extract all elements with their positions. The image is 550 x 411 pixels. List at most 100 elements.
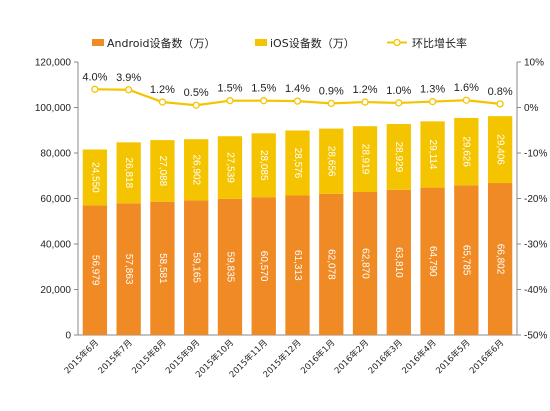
bar-label-android: 56,979 — [89, 255, 100, 286]
bar-ios — [184, 139, 209, 201]
bar-ios — [454, 117, 479, 186]
y2-tick-label: 0% — [524, 103, 539, 114]
x-tick-label: 2016年6月 — [467, 337, 506, 376]
y-tick-label: 20,000 — [40, 285, 71, 296]
bar-android — [184, 200, 209, 335]
x-tick-label: 2015年8月 — [130, 337, 169, 376]
bar-android — [82, 205, 108, 335]
bar-android — [319, 193, 344, 335]
bar-android — [116, 203, 141, 335]
bar-label-ios: 29,406 — [494, 134, 505, 165]
growth-label: 1.5% — [217, 83, 242, 95]
bar-android — [386, 189, 411, 335]
growth-point — [91, 85, 99, 93]
bar-ios — [487, 116, 513, 184]
x-tick-label: 2015年6月 — [62, 337, 101, 376]
growth-label: 1.2% — [150, 84, 175, 96]
growth-point — [462, 96, 470, 104]
y2-tick-label: -50% — [524, 331, 547, 342]
bar-ios — [352, 126, 378, 192]
bar-label-ios: 28,085 — [258, 150, 269, 181]
bar-label-android: 63,810 — [393, 247, 404, 278]
y2-tick-label: -20% — [524, 194, 547, 205]
x-tick-label: 2015年7月 — [96, 337, 135, 376]
growth-point — [496, 100, 504, 108]
bar-android — [352, 191, 378, 335]
bar-label-android: 64,790 — [427, 246, 438, 277]
growth-point — [260, 97, 268, 105]
growth-label: 1.2% — [352, 84, 377, 96]
bar-ios — [319, 128, 344, 194]
bar-label-android: 65,785 — [461, 245, 472, 276]
growth-point — [361, 98, 369, 106]
x-tick-label: 2016年2月 — [332, 337, 371, 376]
bar-ios — [116, 142, 141, 204]
bar-android — [420, 187, 445, 335]
bars — [82, 116, 513, 335]
bar-android — [217, 198, 243, 335]
growth-label: 4.0% — [82, 71, 107, 83]
x-tick-label: 2016年4月 — [400, 337, 439, 376]
growth-label: 0.8% — [488, 86, 513, 98]
y-tick-label: 60,000 — [40, 194, 71, 205]
growth-line-group: 4.0% 3.9% 1.2% 0.5% 1.5% 1.5% 1.4% 0.9% 1.2% 1.0%… — [82, 71, 513, 109]
growth-label: 1.6% — [454, 82, 479, 94]
x-tick-labels: 2015年6月2015年7月2015年8月2015年9月2015年10月2015… — [62, 337, 506, 380]
bar-label-android: 61,313 — [292, 250, 303, 281]
growth-label: 1.3% — [420, 84, 445, 96]
legend-swatch-ios — [255, 39, 267, 46]
bar-label-android: 66,802 — [494, 244, 505, 275]
growth-label: 3.9% — [116, 72, 141, 84]
bar-label-ios: 28,576 — [292, 148, 303, 179]
y2-tick-label: -10% — [524, 149, 547, 160]
legend-swatch-android — [92, 39, 104, 46]
growth-point — [293, 97, 302, 105]
y2-tick-label: 10% — [524, 58, 544, 69]
x-tick-label: 2016年3月 — [366, 337, 405, 376]
bar-label-android: 62,078 — [326, 249, 337, 280]
growth-point — [192, 101, 200, 109]
bar-labels: 56,979 24,550 57,863 26,818 58,581 27,088 59,1… — [89, 134, 505, 286]
growth-label: 1.5% — [251, 83, 276, 95]
bar-label-ios: 27,088 — [157, 156, 168, 187]
growth-point — [158, 98, 167, 106]
bar-label-android: 59,165 — [191, 252, 202, 283]
bar-android — [487, 183, 513, 335]
bar-label-ios: 26,818 — [123, 158, 134, 189]
bar-label-ios: 27,539 — [224, 152, 235, 183]
legend-label-ios: iOS设备数（万） — [270, 36, 355, 50]
bar-label-ios: 24,550 — [89, 162, 100, 193]
bar-android — [285, 195, 310, 335]
y-tick-label: 0 — [65, 331, 71, 342]
growth-label: 1.4% — [285, 83, 310, 95]
bar-android — [251, 197, 276, 335]
y-tick-label: 80,000 — [40, 149, 71, 160]
bar-ios — [386, 124, 411, 190]
x-tick-label: 2016年1月 — [298, 337, 337, 376]
bar-ios — [420, 121, 445, 188]
y2-tick-label: -30% — [524, 240, 547, 251]
bar-ios — [82, 149, 108, 206]
y-tick-label: 120,000 — [35, 58, 72, 69]
bar-ios — [285, 130, 310, 196]
growth-point — [125, 86, 133, 94]
legend-label-growth: 环比增长率 — [412, 36, 467, 50]
growth-point — [226, 97, 234, 105]
bar-label-ios: 28,929 — [393, 142, 404, 173]
bar-ios — [217, 136, 243, 199]
growth-label: 0.9% — [319, 85, 344, 97]
bar-label-android: 58,581 — [157, 253, 168, 284]
y2-tick-label: -40% — [524, 285, 547, 296]
bar-label-android: 62,870 — [359, 248, 370, 279]
growth-point — [428, 97, 437, 106]
growth-point — [395, 99, 403, 107]
bar-android — [150, 201, 175, 335]
bar-ios — [150, 140, 175, 202]
x-tick-label: 2016年5月 — [434, 337, 473, 376]
bar-label-android: 60,570 — [258, 251, 269, 282]
bar-label-ios: 29,626 — [461, 136, 472, 167]
growth-label: 1.0% — [386, 85, 411, 97]
bar-label-ios: 29,114 — [427, 140, 438, 170]
legend-swatch-growth-marker — [393, 38, 401, 47]
